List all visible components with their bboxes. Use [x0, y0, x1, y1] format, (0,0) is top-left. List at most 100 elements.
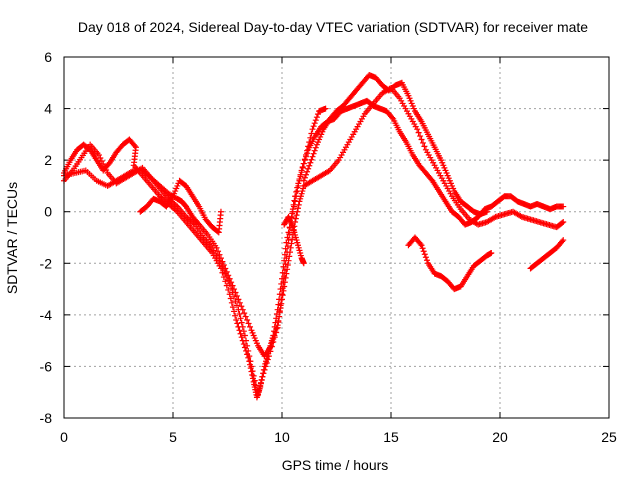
data-point — [231, 286, 238, 293]
data-point — [311, 147, 318, 154]
x-tick-label: 20 — [492, 429, 508, 445]
data-point — [101, 164, 108, 171]
data-point — [232, 312, 239, 319]
data-point — [421, 143, 428, 150]
data-point — [274, 322, 281, 329]
data-point — [560, 203, 567, 210]
chart-title: Day 018 of 2024, Sidereal Day-to-day VTE… — [78, 19, 588, 35]
data-point — [311, 120, 318, 127]
data-point — [421, 251, 428, 258]
data-point — [240, 341, 247, 348]
data-point — [227, 295, 234, 302]
x-tick-label: 15 — [383, 429, 399, 445]
data-point — [213, 244, 220, 251]
data-point — [264, 356, 271, 363]
data-point — [308, 156, 315, 163]
data-point — [483, 208, 490, 215]
data-point — [277, 304, 284, 311]
data-point — [255, 388, 262, 395]
y-tick-label: 6 — [44, 49, 52, 65]
data-point — [222, 278, 229, 285]
data-point — [309, 153, 316, 160]
data-point — [283, 270, 290, 277]
data-point — [304, 168, 311, 175]
data-point — [291, 197, 298, 204]
data-point — [231, 308, 238, 315]
data-point — [419, 245, 426, 252]
data-point — [417, 133, 424, 140]
data-point — [228, 299, 235, 306]
data-point — [294, 208, 301, 215]
data-point — [488, 249, 495, 256]
data-point — [293, 212, 300, 219]
data-point — [247, 323, 254, 330]
data-point — [294, 205, 301, 212]
y-axis-label: SDTVAR / TECUs — [4, 182, 20, 294]
data-point — [276, 309, 283, 316]
data-point — [271, 332, 278, 339]
data-point — [275, 317, 282, 324]
data-point — [239, 306, 246, 313]
data-point — [263, 359, 270, 366]
data-point — [281, 279, 288, 286]
data-point — [242, 313, 249, 320]
data-point — [217, 208, 224, 215]
data-point — [418, 136, 425, 143]
data-point — [304, 150, 311, 157]
data-point — [259, 373, 266, 380]
data-point — [231, 293, 238, 300]
data-point — [300, 260, 307, 267]
data-point — [222, 265, 229, 272]
data-point — [251, 377, 258, 384]
data-point — [272, 329, 279, 336]
data-point — [310, 123, 317, 130]
data-point — [300, 160, 307, 167]
data-point — [415, 129, 422, 136]
data-point — [282, 274, 289, 281]
data-point — [309, 126, 316, 133]
data-point — [423, 257, 430, 264]
data-point — [292, 215, 299, 222]
data-point — [301, 157, 308, 164]
data-point — [216, 251, 223, 258]
x-tick-label: 5 — [169, 429, 177, 445]
data-point — [307, 159, 314, 166]
series-track-6 — [300, 72, 490, 218]
data-point — [314, 111, 321, 118]
data-point — [103, 167, 110, 174]
data-point — [308, 130, 315, 137]
data-point — [285, 237, 292, 244]
data-point — [306, 162, 313, 169]
data-point — [245, 320, 252, 327]
data-point — [260, 370, 267, 377]
data-point — [238, 319, 245, 326]
data-point — [235, 296, 242, 303]
data-point — [226, 275, 233, 282]
data-point — [284, 262, 291, 269]
data-point — [255, 391, 262, 398]
data-point — [302, 153, 309, 160]
data-point — [289, 206, 296, 213]
data-point — [289, 236, 296, 243]
data-points — [61, 72, 567, 401]
data-point — [262, 363, 269, 370]
data-point — [241, 310, 248, 317]
data-point — [233, 292, 240, 299]
data-point — [288, 240, 295, 247]
data-point — [307, 134, 314, 141]
data-point — [244, 342, 251, 349]
data-point — [270, 335, 277, 342]
data-point — [285, 257, 292, 264]
data-point — [105, 161, 112, 168]
data-point — [234, 320, 241, 327]
data-point — [257, 382, 264, 389]
data-point — [238, 303, 245, 310]
data-point — [299, 164, 306, 171]
data-point — [225, 272, 232, 279]
data-point — [310, 150, 317, 157]
data-point — [236, 310, 243, 317]
data-point — [287, 244, 294, 251]
data-point — [302, 171, 309, 178]
